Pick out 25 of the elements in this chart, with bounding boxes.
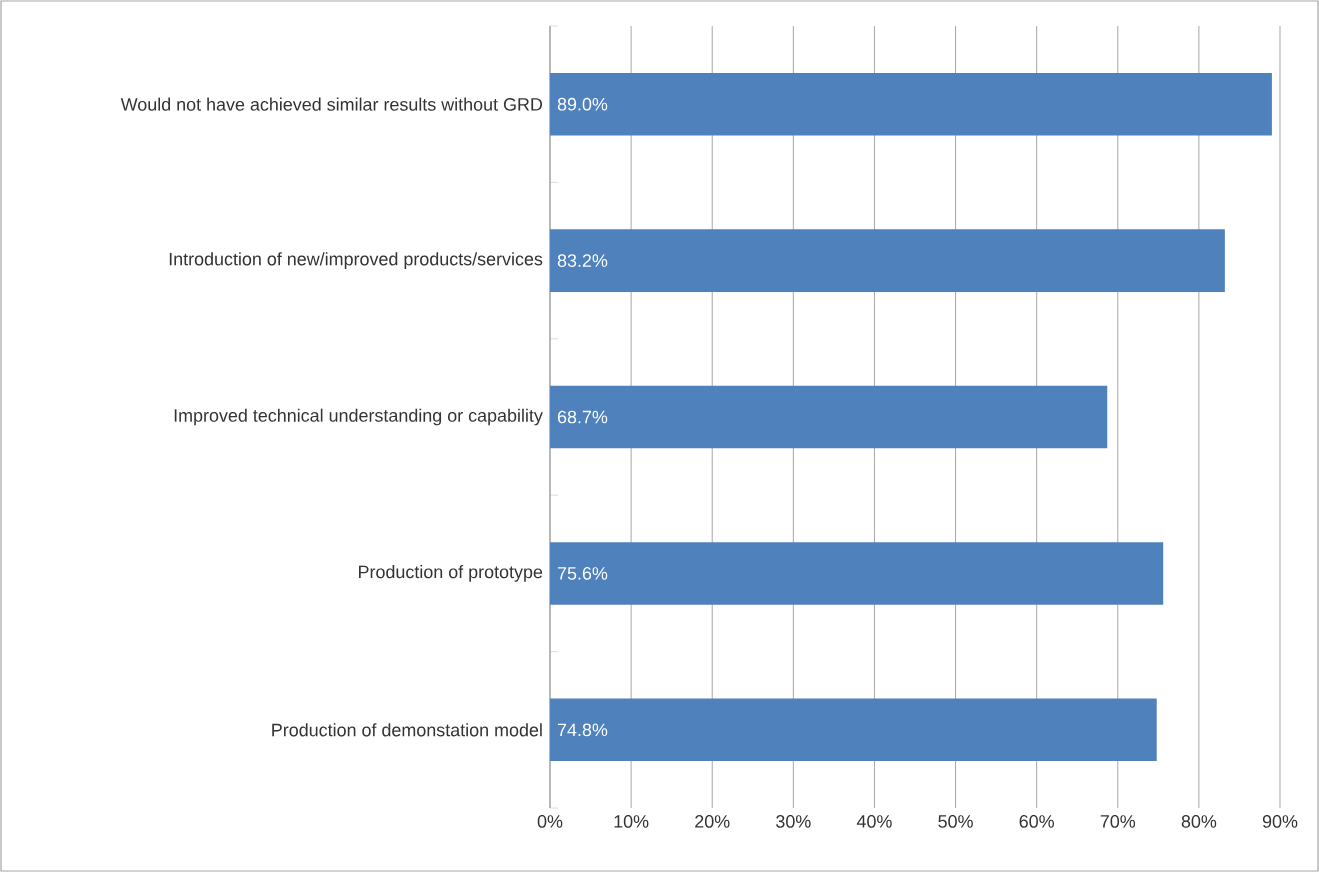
y-tick-label: Production of prototype	[359, 565, 543, 582]
x-tick-label: 0%	[537, 815, 563, 828]
y-tick-label: Production of demonstation model	[272, 723, 542, 737]
data-label: 68.7%	[557, 410, 608, 424]
x-tick-label: 90%	[1262, 815, 1298, 828]
data-label: 89.0%	[557, 97, 608, 111]
data-label: 75.6%	[557, 567, 608, 580]
x-tick-label: 80%	[1181, 815, 1217, 828]
x-tick-label: 70%	[1100, 815, 1136, 828]
x-tick-label: 40%	[856, 815, 892, 828]
x-tick-label: 60%	[1019, 815, 1054, 828]
bar	[550, 698, 1157, 762]
data-label: 83.2%	[557, 254, 608, 267]
y-tick-label: Introduction of new/improved products/services	[169, 252, 543, 269]
bar	[550, 542, 1164, 605]
x-tick-label: 20%	[695, 815, 730, 828]
bar	[550, 385, 1108, 449]
y-tick-label: Improved technical understanding or capability	[174, 408, 543, 426]
data-label: 74.8%	[557, 723, 608, 737]
x-tick-label: 50%	[938, 815, 973, 828]
x-tick-label: 10%	[614, 815, 649, 828]
x-tick-label: 30%	[776, 815, 811, 828]
bar	[550, 229, 1225, 292]
y-tick-label: Would not have achieved similar results without GRD	[120, 97, 543, 111]
bar	[550, 72, 1272, 136]
